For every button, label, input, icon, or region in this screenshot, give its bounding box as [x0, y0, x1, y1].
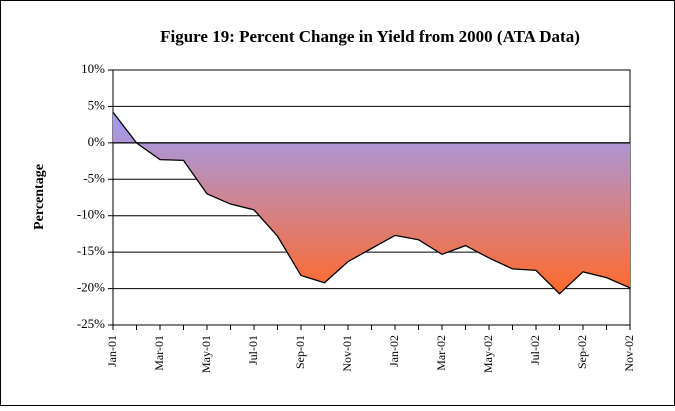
y-axis-label: Percentage	[32, 164, 47, 230]
chart-title: Figure 19: Percent Change in Yield from …	[160, 27, 580, 46]
y-tick-label: 0%	[88, 134, 106, 149]
x-tick-label: Jan-01	[105, 335, 119, 367]
x-tick-label: Sep-01	[293, 335, 307, 369]
x-tick-label: May-01	[199, 335, 213, 373]
x-tick-label: Jul-02	[528, 335, 542, 365]
x-tick-label: Jul-01	[246, 335, 260, 365]
x-tick-label: Nov-02	[622, 335, 636, 372]
y-tick-label: -20%	[77, 280, 105, 295]
x-tick-label: Mar-02	[434, 335, 448, 371]
x-tick-label: Nov-01	[340, 335, 354, 372]
y-tick-label: -25%	[77, 316, 105, 331]
y-tick-label: -5%	[83, 170, 105, 185]
area	[113, 112, 630, 294]
y-tick-label: -15%	[77, 243, 105, 258]
x-tick-label: May-02	[481, 335, 495, 373]
x-tick-label: Mar-01	[152, 335, 166, 371]
x-tick-label: Jan-02	[387, 335, 401, 367]
area-line	[112, 111, 631, 295]
x-tick-label: Sep-02	[575, 335, 589, 369]
y-tick-label: 5%	[88, 97, 106, 112]
y-tick-label: 10%	[81, 61, 105, 76]
y-tick-label: -10%	[77, 207, 105, 222]
